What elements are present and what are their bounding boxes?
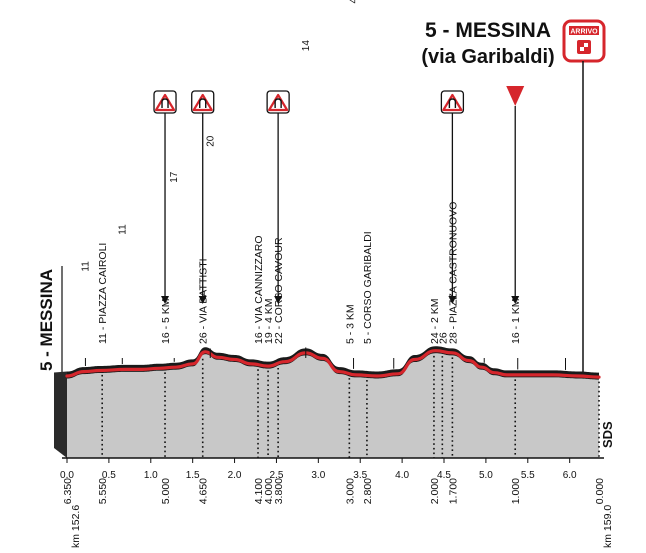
point-label-1: 16 - 5 KM [160,298,172,344]
elevation-profile: 11111720144518116 [54,0,601,458]
sds-label: SDS [600,421,615,448]
point-remaining-4: 4.000 [263,478,275,504]
finish-title: 5 - MESSINA [425,19,551,42]
warning-sign-icon-10 [440,90,465,304]
elevation-label-1: 11 [117,224,128,235]
point-label-5: 22 - CORSO CAVOUR [273,237,285,344]
axis-tick-label-2: 1.0 [144,470,158,481]
finish-badge-icon: ARRIVO [562,19,606,63]
axis-tick-label-12: 6.0 [563,470,577,481]
flamme-rouge-triangle [506,86,525,106]
point-label-4: 19 - 4 KM [263,298,275,344]
axis-tick-label-3: 1.5 [186,470,200,481]
axis-tick-label-9: 4.5 [437,470,451,481]
point-remaining-12: 0.000 [594,478,606,504]
warning-triangle-10 [442,93,463,112]
warning-arrow-1 [161,296,170,304]
warning-triangle-1 [154,93,176,112]
route-points: 11 - PIAZZA CAIROLI 5.550 16 - 5 KM 5.000 26… [97,86,606,504]
axis-tick-label-5: 2.5 [269,470,283,481]
flamme-rouge-icon [506,86,525,304]
axis-tick-label-11: 5.5 [521,470,535,481]
point-remaining-1: 5.000 [160,478,172,504]
start-remaining-label: 6.350 [62,478,74,504]
axis-tick-label-0: 0.0 [60,470,74,481]
axis-tick-label-7: 3.5 [353,470,367,481]
elevation-label-4: 14 [301,40,312,52]
warning-arrow-5 [274,296,283,304]
distance-axis: 0.0 0.5 1.0 1.5 2.0 2.5 3.0 3.5 4.0 4.5 5.0 5.5 6.0 6… [60,457,604,504]
point-label-9: 26 [437,332,449,344]
point-label-3: 16 - VIA CANNIZZARO [253,235,265,344]
route-line [65,349,601,379]
point-label-11: 16 - 1 KM [510,298,522,344]
point-remaining-11: 1.000 [510,478,522,504]
finish-subtitle: (via Garibaldi) [421,46,554,68]
point-label-0: 11 - PIAZZA CAIROLI [97,243,109,344]
warning-sign-icon-5 [266,90,290,304]
warning-arrow-2 [198,296,207,304]
point-remaining-8: 2.000 [429,478,441,504]
elevation-label-5: 4 [349,0,360,3]
point-label-7: 5 - CORSO GARIBALDI [362,231,374,344]
axis-tick-label-1: 0.5 [102,470,116,481]
elevation-label-2: 17 [169,171,180,183]
start-town-label: 5 - MESSINA [37,269,56,371]
profile-body [67,353,599,458]
axis-tick-label-10: 5.0 [479,470,493,481]
end-km-label: km 159.0 [602,505,614,548]
warning-sign-icon-2 [191,90,215,304]
finish-badge-label: ARRIVO [570,29,598,36]
point-remaining-2: 4.650 [198,478,210,504]
point-remaining-10: 1.700 [447,478,459,504]
warning-triangle-5 [268,93,289,112]
warning-curve-2 [199,98,207,108]
warning-curve-5 [274,98,282,108]
warning-curve-10 [448,98,457,108]
start-km-label: km 152.6 [70,505,82,548]
warning-sign-icon-1 [153,90,177,304]
axis-tick-label-4: 2.0 [228,470,242,481]
point-label-6: 5 - 3 KM [344,304,356,344]
point-remaining-6: 3.000 [344,478,356,504]
warning-triangle-2 [192,93,213,112]
axis-tick-label-8: 4.0 [395,470,409,481]
point-remaining-0: 5.550 [97,478,109,504]
point-label-8: 24 - 2 KM [429,298,441,344]
point-remaining-3: 4.100 [253,478,265,504]
elevation-label-3: 20 [205,135,216,147]
point-remaining-7: 2.800 [362,478,374,504]
flamme-rouge-arrow [511,296,520,304]
axis-tick-label-6: 3.0 [311,470,325,481]
point-remaining-5: 3.800 [273,478,285,504]
profile-left-edge [54,371,67,458]
warning-curve-1 [161,98,169,108]
point-label-10: 28 - PIAZZA CASTRONUOVO [447,202,459,344]
warning-arrow-10 [448,296,457,304]
elevation-label-0: 11 [80,261,91,272]
